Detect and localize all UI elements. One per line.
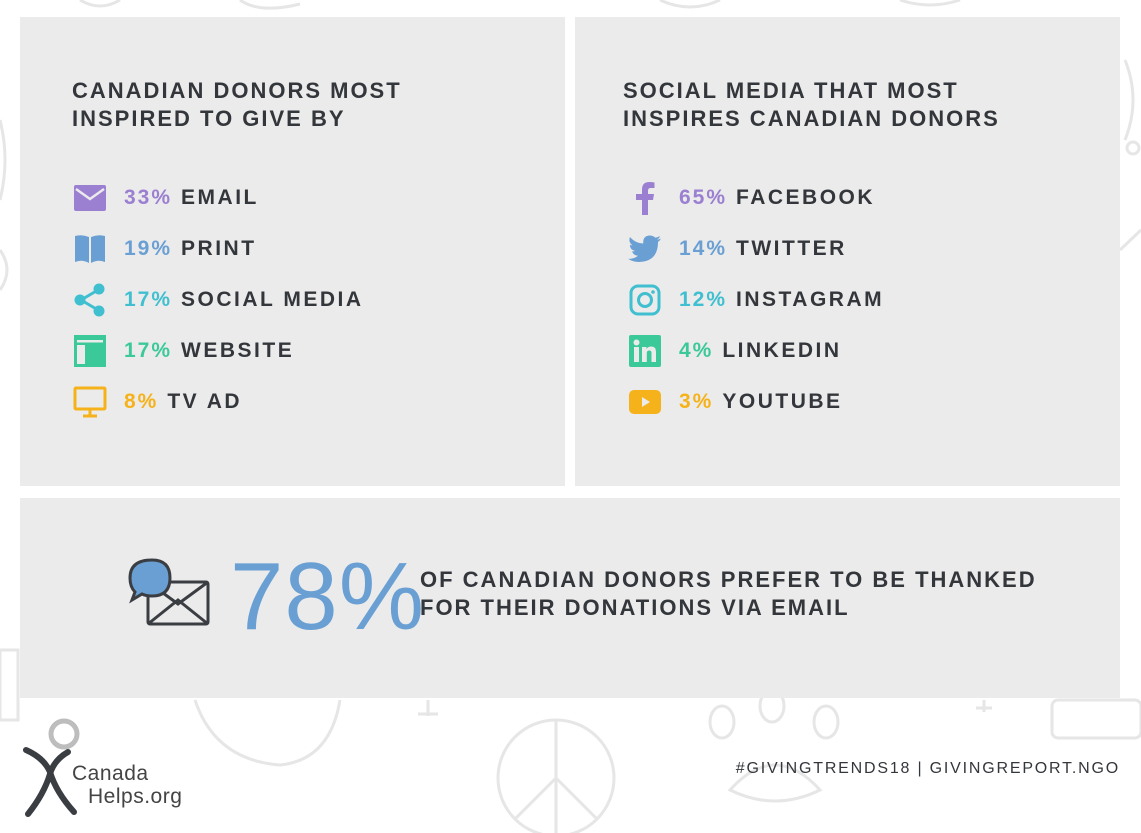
list-item: 3% YOUTUBE [627,376,884,427]
social-media-list: 65% FACEBOOK 14% TWITTER 12% INSTAGRAM 4… [627,172,884,427]
percent-value: 33% [124,185,173,209]
website-icon [72,333,108,369]
network-label: TWITTER [736,236,847,260]
panel-title: CANADIAN DONORS MOST INSPIRED TO GIVE BY [72,78,402,131]
list-item: 14% TWITTER [627,223,884,274]
donor-inspiration-list: 33% EMAIL 19% PRINT 17% SOCIAL MEDIA 17%… [72,172,364,427]
channel-label: SOCIAL MEDIA [181,287,364,311]
monitor-icon [72,384,108,420]
book-icon [72,231,108,267]
network-label: LINKEDIN [722,338,842,362]
list-item: 12% INSTAGRAM [627,274,884,325]
percent-value: 65% [679,185,728,209]
channel-label: EMAIL [181,185,259,209]
percent-value: 17% [124,287,173,311]
panel-title: SOCIAL MEDIA THAT MOST INSPIRES CANADIAN… [623,78,1000,131]
list-item: 65% FACEBOOK [627,172,884,223]
list-item: 33% EMAIL [72,172,364,223]
logo-line-2: Helps.org [88,785,183,808]
facebook-icon [627,180,663,216]
share-icon [72,282,108,318]
canadahelps-logo [23,718,80,817]
twitter-icon [627,231,663,267]
list-item: 19% PRINT [72,223,364,274]
social-media-panel: SOCIAL MEDIA THAT MOST INSPIRES CANADIAN… [575,17,1120,486]
email-icon [72,180,108,216]
linkedin-icon [627,333,663,369]
logo-line-1: Canada [72,762,149,785]
list-item: 17% WEBSITE [72,325,364,376]
logo-wordmark: Canada Helps.org [72,762,182,808]
list-item: 8% TV AD [72,376,364,427]
percent-value: 17% [124,338,173,362]
channel-label: WEBSITE [181,338,295,362]
percent-value: 3% [679,389,714,413]
network-label: INSTAGRAM [736,287,885,311]
list-item: 17% SOCIAL MEDIA [72,274,364,325]
network-label: YOUTUBE [722,389,843,413]
percent-value: 12% [679,287,728,311]
percent-value: 14% [679,236,728,260]
youtube-icon [627,384,663,420]
highlight-percent: 78% [230,543,426,650]
highlight-text: OF CANADIAN DONORS PREFER TO BE THANKED … [420,567,1037,620]
instagram-icon [627,282,663,318]
percent-value: 4% [679,338,714,362]
list-item: 4% LINKEDIN [627,325,884,376]
percent-value: 8% [124,389,159,413]
network-label: FACEBOOK [736,185,876,209]
donor-inspiration-panel: CANADIAN DONORS MOST INSPIRED TO GIVE BY… [20,17,565,486]
percent-value: 19% [124,236,173,260]
footer-hashtag-url: #GIVINGTRENDS18 | GIVINGREPORT.NGO [735,760,1120,777]
thank-you-preference-panel: 78% OF CANADIAN DONORS PREFER TO BE THAN… [20,498,1120,698]
chat-envelope-icon [128,558,210,626]
channel-label: PRINT [181,236,257,260]
channel-label: TV AD [167,389,243,413]
